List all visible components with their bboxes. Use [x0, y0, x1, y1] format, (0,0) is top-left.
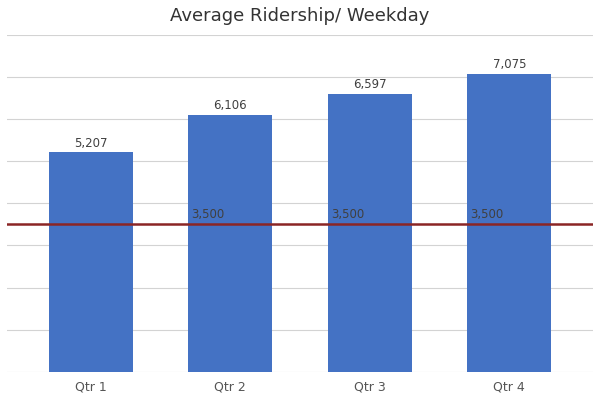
Text: 6,597: 6,597: [353, 78, 386, 91]
Bar: [188, 114, 272, 372]
Bar: [328, 94, 412, 372]
Text: 7,075: 7,075: [493, 58, 526, 71]
Text: 6,106: 6,106: [214, 99, 247, 112]
Title: Average Ridership/ Weekday: Average Ridership/ Weekday: [170, 7, 430, 25]
Bar: [467, 74, 551, 372]
Text: 5,207: 5,207: [74, 137, 107, 150]
Text: 3,500: 3,500: [331, 208, 364, 221]
Text: 3,500: 3,500: [191, 208, 224, 221]
Text: 3,500: 3,500: [470, 208, 503, 221]
Bar: [49, 152, 133, 372]
